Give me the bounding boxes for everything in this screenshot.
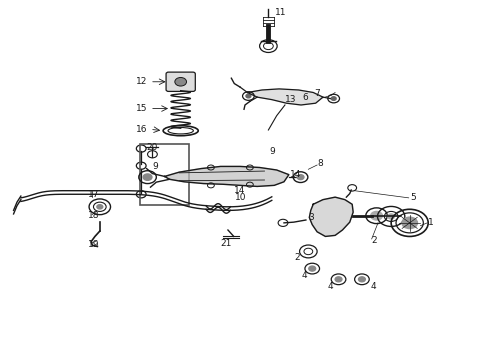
FancyBboxPatch shape: [166, 72, 196, 91]
Text: 15: 15: [136, 104, 147, 113]
Text: 2: 2: [294, 253, 299, 262]
Circle shape: [331, 97, 336, 100]
Text: 12: 12: [136, 77, 147, 86]
Text: 17: 17: [88, 190, 99, 199]
Circle shape: [309, 266, 316, 271]
Circle shape: [143, 174, 152, 180]
Text: 3: 3: [308, 213, 314, 222]
Text: 9: 9: [152, 162, 158, 171]
Text: 14: 14: [290, 170, 301, 179]
Text: 4: 4: [371, 282, 376, 291]
Text: 14: 14: [234, 186, 245, 195]
Text: 4: 4: [302, 271, 307, 280]
Text: 1: 1: [428, 218, 434, 227]
Polygon shape: [309, 197, 353, 237]
Text: 13: 13: [285, 95, 296, 104]
Circle shape: [297, 175, 304, 180]
Circle shape: [97, 204, 103, 209]
Circle shape: [335, 277, 342, 282]
Text: 19: 19: [88, 240, 99, 249]
Text: 21: 21: [221, 239, 232, 248]
Text: 6: 6: [302, 93, 308, 102]
Circle shape: [371, 211, 382, 220]
Bar: [140, 144, 189, 205]
Polygon shape: [247, 89, 323, 105]
Text: 8: 8: [317, 159, 323, 168]
Polygon shape: [165, 166, 289, 186]
Circle shape: [175, 77, 187, 86]
Circle shape: [388, 214, 394, 219]
Text: 20: 20: [147, 143, 158, 152]
Circle shape: [246, 94, 251, 98]
Text: 10: 10: [235, 193, 247, 202]
Text: 7: 7: [314, 89, 320, 98]
Text: 11: 11: [275, 8, 287, 17]
Text: 16: 16: [136, 125, 147, 134]
Text: 5: 5: [411, 193, 416, 202]
Text: 4: 4: [327, 282, 333, 291]
Text: 2: 2: [372, 235, 377, 244]
Text: 9: 9: [270, 147, 275, 156]
Circle shape: [359, 277, 366, 282]
Text: 18: 18: [88, 211, 99, 220]
Circle shape: [402, 217, 417, 229]
